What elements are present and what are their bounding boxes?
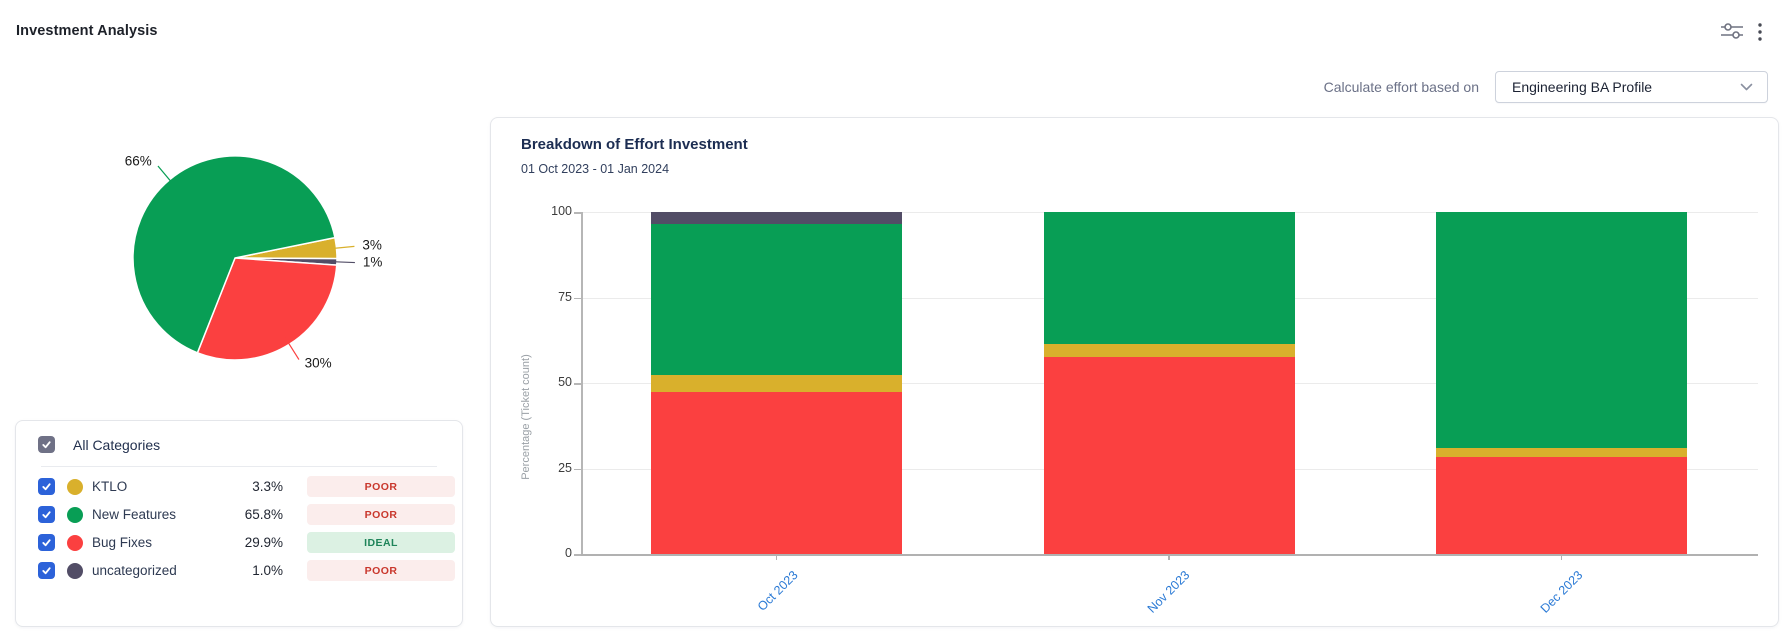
bar-segment-new-features-nov-2023[interactable] (1043, 212, 1295, 345)
check-icon (42, 511, 51, 519)
category-name: uncategorized (92, 563, 177, 578)
category-color-dot (67, 507, 83, 523)
category-color-dot (67, 479, 83, 495)
y-tick-mark (574, 554, 581, 556)
category-row: uncategorized 1.0% POOR (15, 557, 463, 585)
y-tick-mark (574, 383, 581, 385)
pie-slice-label: 66% (125, 154, 152, 169)
x-tick-mark (1560, 554, 1563, 560)
category-row: Bug Fixes 29.9% IDEAL (15, 529, 463, 557)
category-color-dot (67, 535, 83, 551)
bar-segment-new-features-dec-2023[interactable] (1436, 212, 1687, 448)
category-status-badge: POOR (307, 476, 455, 497)
chevron-down-icon (1740, 83, 1753, 90)
investment-pie-chart: 3% 1% 30% 66% (125, 154, 383, 371)
pie-label-connector (328, 260, 355, 264)
bar-segment-new-features-oct-2023[interactable] (651, 223, 902, 376)
category-percent: 29.9% (244, 535, 283, 550)
category-checkbox-ktlo[interactable] (38, 478, 55, 495)
x-tick-mark (1168, 554, 1170, 560)
y-tick-label: 100 (551, 204, 572, 218)
category-checkbox-bug-fixes[interactable] (38, 534, 55, 551)
category-name: KTLO (92, 479, 128, 494)
category-color-dot (67, 563, 83, 579)
page-title: Investment Analysis (16, 23, 158, 39)
profile-dropdown[interactable]: Engineering BA Profile (1495, 71, 1768, 103)
pie-label-connector (328, 245, 355, 250)
pie-slice-label: 30% (305, 355, 332, 370)
bar-segment-ktlo-oct-2023[interactable] (651, 375, 902, 392)
category-checkbox-uncategorized[interactable] (38, 562, 55, 579)
y-tick-label: 0 (565, 546, 572, 560)
category-percent: 3.3% (252, 479, 283, 494)
bar-segment-uncategorized-oct-2023[interactable] (651, 212, 902, 224)
bar-segment-bug-fixes-nov-2023[interactable] (1043, 356, 1295, 554)
x-tick-label: Nov 2023 (1145, 568, 1193, 616)
filter-sliders-icon[interactable] (1720, 21, 1744, 46)
y-tick-mark (574, 468, 581, 470)
check-icon (42, 567, 51, 575)
pie-label-connector (284, 337, 300, 360)
x-tick-label: Oct 2023 (754, 568, 801, 614)
check-icon (42, 539, 51, 547)
y-tick-mark (574, 297, 581, 299)
y-tick-label: 25 (558, 460, 572, 475)
category-percent: 1.0% (252, 563, 283, 578)
categories-divider (41, 466, 437, 467)
profile-dropdown-value: Engineering BA Profile (1512, 79, 1653, 95)
y-axis-line (581, 212, 583, 554)
bar-segment-ktlo-nov-2023[interactable] (1043, 344, 1295, 357)
chart-title: Breakdown of Effort Investment (521, 136, 748, 153)
x-tick-label: Dec 2023 (1537, 568, 1586, 616)
check-icon (42, 441, 51, 449)
select-all-label: All Categories (73, 437, 161, 453)
y-tick-mark (574, 212, 581, 214)
chart-subtitle: 01 Oct 2023 - 01 Jan 2024 (521, 162, 670, 176)
bar-segment-bug-fixes-dec-2023[interactable] (1436, 456, 1687, 554)
check-icon (42, 483, 51, 491)
x-tick-mark (775, 554, 778, 560)
y-tick-label: 75 (558, 289, 572, 304)
bar-segment-bug-fixes-oct-2023[interactable] (651, 391, 902, 554)
y-axis-title: Percentage (Ticket count) (520, 354, 532, 480)
category-name: New Features (92, 507, 177, 522)
category-status-badge: POOR (307, 560, 455, 581)
category-status-badge: IDEAL (307, 532, 455, 553)
bar-segment-ktlo-dec-2023[interactable] (1436, 447, 1687, 457)
select-all-checkbox[interactable] (38, 436, 55, 453)
category-row: KTLO 3.3% POOR (15, 473, 463, 501)
pie-slice-label: 1% (363, 254, 383, 269)
category-status-badge: POOR (307, 504, 455, 525)
category-checkbox-new-features[interactable] (38, 506, 55, 523)
y-tick-label: 50 (558, 375, 572, 389)
category-row: New Features 65.8% POOR (15, 501, 463, 529)
stacked-bar-chart: 0 25 50 75 100 Oct 2023 Nov 2023 Dec 2023 Percen… (490, 117, 1779, 627)
effort-toolbar: Calculate effort based on Engineering BA… (1324, 71, 1768, 103)
category-percent: 65.8% (244, 507, 283, 522)
pie-label-connector (157, 165, 176, 187)
calculate-effort-label: Calculate effort based on (1323, 79, 1479, 95)
category-name: Bug Fixes (92, 535, 153, 550)
kebab-menu-icon[interactable] (1756, 20, 1764, 49)
pie-slice-label: 3% (362, 237, 382, 252)
